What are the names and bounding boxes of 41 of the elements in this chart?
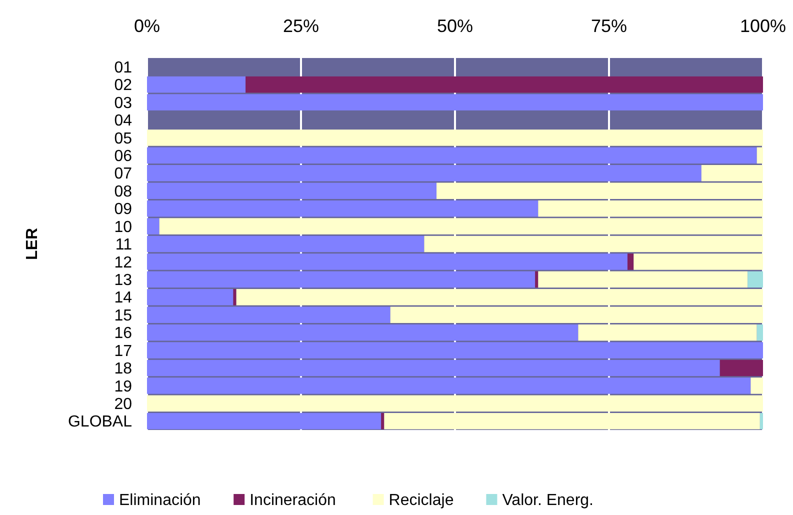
y-tick-label: 01	[114, 59, 132, 76]
y-tick-label: GLOBAL	[68, 414, 132, 431]
x-tick-label: 75%	[590, 16, 628, 36]
y-tick-label: 03	[114, 94, 132, 112]
legend-label: Valor. Energ.	[502, 492, 594, 509]
bar	[748, 271, 763, 288]
y-tick-label: 12	[114, 254, 132, 272]
y-axis-title: LER	[24, 228, 41, 260]
y-tick-label: 04	[114, 112, 132, 130]
bar	[246, 76, 763, 93]
bar	[147, 412, 382, 430]
bar	[535, 271, 538, 288]
x-tick-label: 25%	[282, 16, 320, 36]
y-tick-label: 18	[114, 360, 132, 378]
y-tick-label: 15	[114, 307, 132, 324]
y-tick-label: 14	[114, 290, 132, 307]
bar	[756, 324, 763, 341]
x-tick-label: 0%	[134, 16, 160, 36]
bar	[381, 412, 384, 430]
y-tick-label: 17	[114, 342, 132, 360]
y-tick-label: 13	[114, 272, 132, 290]
y-tick-label: 07	[114, 166, 132, 183]
y-tick-label: 16	[114, 325, 132, 342]
y-tick-label: 02	[114, 77, 132, 94]
legend-label: Eliminación	[119, 492, 201, 509]
y-tick-label: 11	[115, 236, 132, 254]
bar	[760, 412, 763, 430]
y-tick-label: 09	[114, 201, 132, 218]
x-tick-label: 50%	[436, 16, 474, 36]
y-tick-label: 20	[114, 396, 132, 414]
legend-label: Reciclaje	[388, 492, 454, 509]
x-tick-label: 100%	[740, 16, 786, 36]
y-tick-label: 10	[114, 218, 132, 236]
y-tick-label: 19	[114, 378, 132, 396]
legend-label: Incineración	[250, 492, 336, 509]
bar	[233, 288, 236, 306]
bar	[627, 254, 634, 270]
bar	[720, 360, 763, 376]
y-tick-label: 08	[114, 183, 132, 200]
y-tick-label: 06	[114, 148, 132, 166]
y-tick-label: 05	[114, 130, 132, 148]
